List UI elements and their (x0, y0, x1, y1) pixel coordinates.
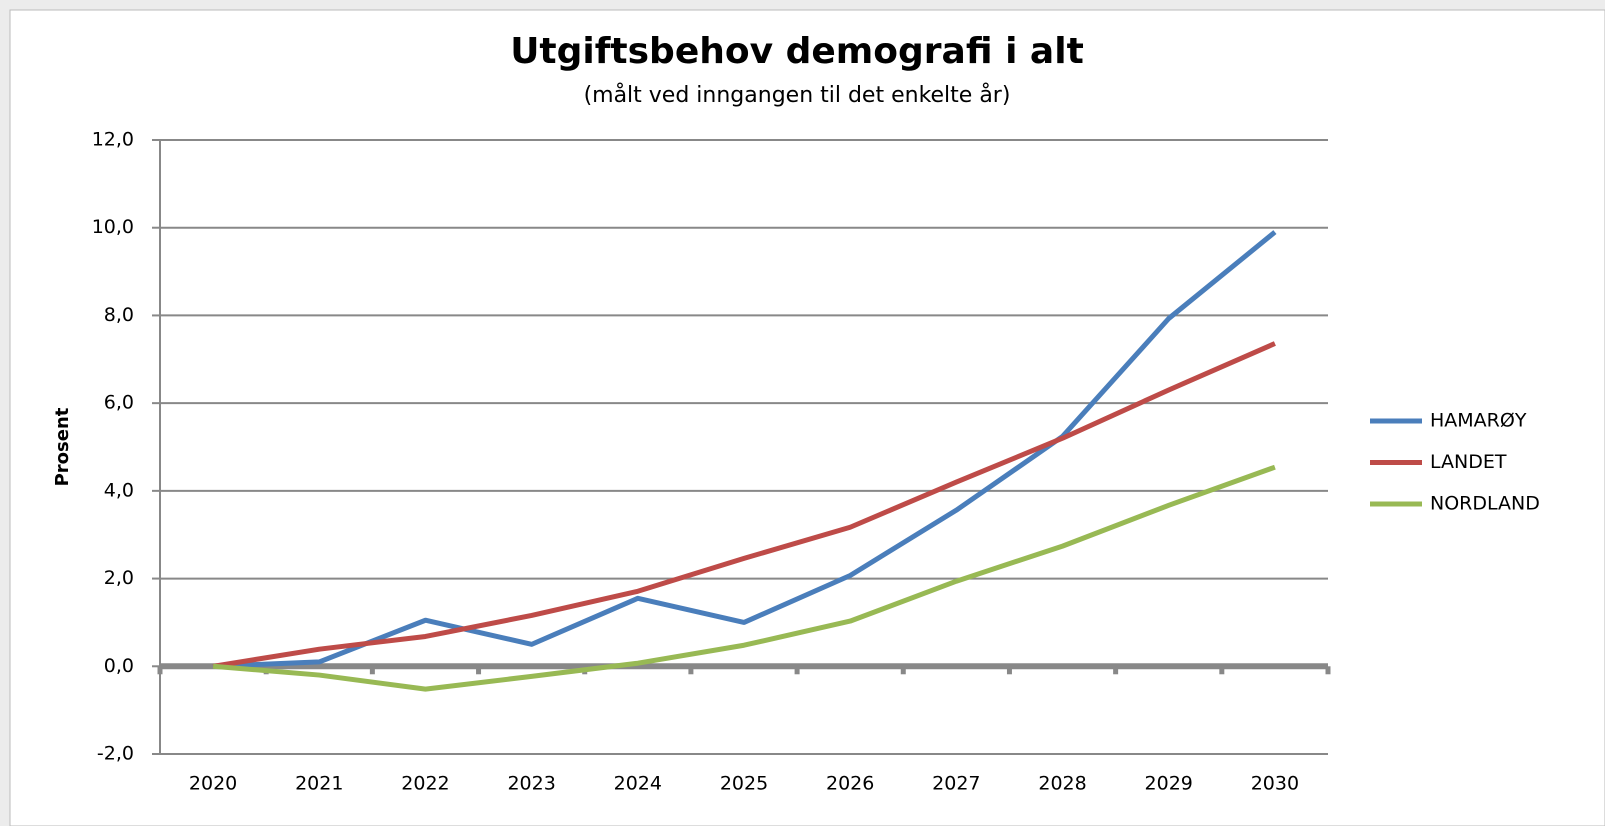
x-tick-label: 2024 (614, 773, 662, 795)
x-tick-label: 2026 (826, 773, 874, 795)
y-tick-label: 10,0 (92, 216, 134, 238)
x-tick-label: 2023 (507, 773, 555, 795)
x-tick-label: 2025 (720, 773, 768, 795)
legend-label: LANDET (1430, 451, 1507, 473)
legend-label: HAMARØY (1430, 410, 1527, 432)
y-tick-label: 8,0 (104, 304, 134, 326)
y-tick-label: 6,0 (104, 392, 134, 414)
y-tick-label: 12,0 (92, 129, 134, 151)
y-tick-label: 4,0 (104, 479, 134, 501)
x-tick-label: 2021 (295, 773, 343, 795)
legend-label: NORDLAND (1430, 493, 1540, 515)
series-line (212, 341, 1276, 669)
series-line (212, 230, 1277, 669)
y-tick-label: -2,0 (97, 743, 134, 765)
x-tick-label: 2027 (932, 773, 980, 795)
x-tick-label: 2030 (1251, 773, 1299, 795)
x-tick-label: 2029 (1145, 773, 1193, 795)
chart-area (9, 9, 1605, 826)
x-tick-label: 2028 (1038, 773, 1086, 795)
series-line (212, 464, 1276, 692)
y-tick-label: 2,0 (104, 567, 134, 589)
y-tick-label: 0,0 (104, 655, 134, 677)
y-axis-label: Prosent (52, 407, 73, 486)
chart-title: Utgiftsbehov demografi i alt (510, 31, 1084, 72)
x-tick-label: 2020 (189, 773, 237, 795)
x-tick-label: 2022 (401, 773, 449, 795)
chart-subtitle: (målt ved inngangen til det enkelte år) (584, 82, 1011, 108)
